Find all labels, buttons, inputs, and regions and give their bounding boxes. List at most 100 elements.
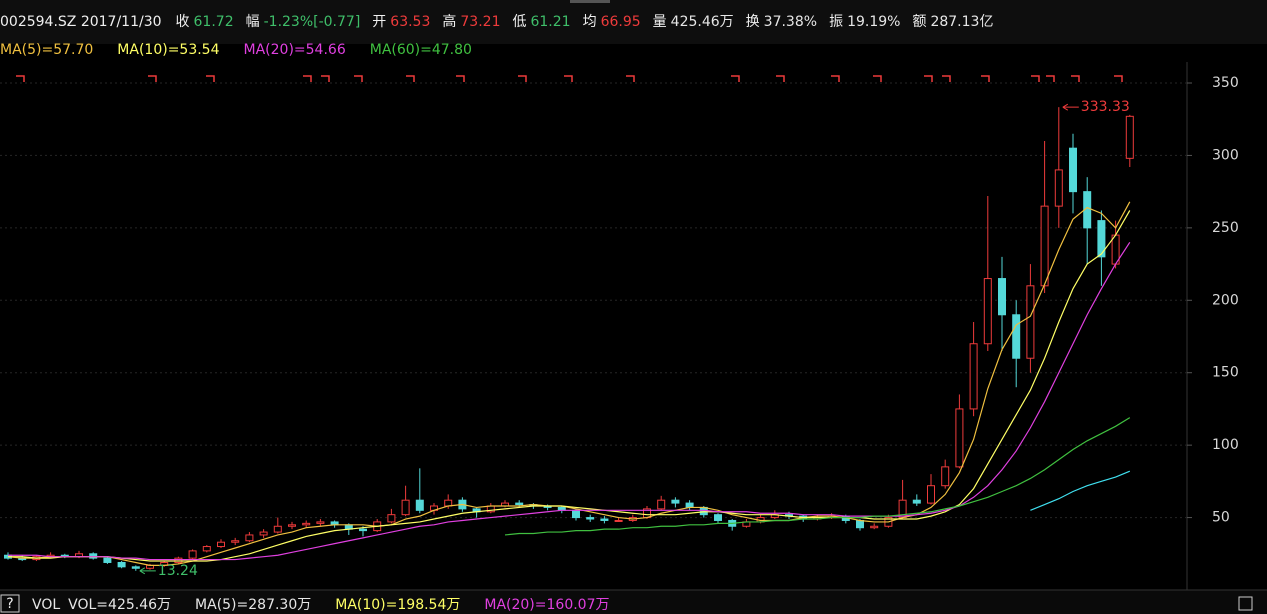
scroll-indicator — [570, 0, 610, 3]
event-flag — [564, 75, 573, 82]
candle-body — [1040, 205, 1049, 287]
candle-body — [89, 553, 98, 559]
candle-body — [316, 521, 325, 524]
volume-label: VOL — [32, 597, 60, 613]
annotation-arrow — [139, 567, 156, 575]
header-value: 63.53 — [390, 14, 430, 30]
y-tick-label: 350 — [1212, 75, 1239, 91]
event-flag — [406, 75, 415, 82]
event-flag — [321, 75, 330, 82]
event-flag — [626, 75, 635, 82]
y-tick-label: 50 — [1212, 510, 1230, 526]
candle-body — [998, 278, 1006, 316]
header-value: 425.46万 — [671, 14, 734, 30]
annotation-label: 13.24 — [158, 563, 198, 579]
candle-body — [217, 541, 225, 548]
candle-body — [983, 278, 992, 345]
header-label: 换 — [746, 13, 760, 30]
candle-body — [131, 566, 140, 569]
candle-body — [714, 514, 722, 521]
candle-body — [444, 499, 453, 507]
candle-body — [1026, 285, 1035, 359]
event-flag — [776, 75, 785, 82]
header-label: 幅 — [246, 14, 260, 30]
header-label: 高 — [442, 13, 456, 30]
candle-body — [657, 499, 666, 510]
y-tick-label: 250 — [1212, 220, 1239, 236]
volume-label: MA(20)=160.07万 — [484, 597, 609, 613]
legend-entry: MA(60)=47.80 — [370, 42, 472, 58]
volume-label: MA(5)=287.30万 — [195, 597, 311, 613]
event-flag — [731, 75, 740, 82]
ma-line — [8, 210, 1131, 562]
candle-body — [387, 514, 396, 523]
candle-body — [586, 517, 595, 520]
header-value: 61.21 — [530, 14, 570, 30]
candle-body — [941, 466, 950, 487]
volume-label: VOL=425.46万 — [68, 597, 171, 613]
event-flag — [981, 75, 990, 82]
annotation-arrow — [1062, 103, 1079, 111]
y-tick-label: 150 — [1212, 365, 1239, 381]
header-label: 量 — [653, 14, 667, 30]
maximize-button[interactable] — [1238, 596, 1253, 611]
ma-line — [7, 201, 1131, 566]
event-flag — [1046, 75, 1055, 82]
candle-body — [288, 524, 296, 527]
header-label: 振 — [829, 14, 843, 30]
y-tick-label: 200 — [1212, 292, 1239, 308]
legend-entry: MA(5)=57.70 — [0, 42, 93, 58]
candle-body — [415, 499, 424, 511]
header-value: 37.38% — [764, 14, 817, 30]
header-value: -1.23%[-0.77] — [264, 14, 361, 30]
help-icon[interactable]: ? — [6, 596, 13, 612]
help-box[interactable] — [0, 594, 20, 613]
candle-body — [103, 557, 112, 563]
event-flag — [1071, 75, 1080, 82]
header-label: 开 — [372, 14, 386, 30]
event-flag — [518, 75, 527, 82]
header-title: 002594.SZ 2017/11/30 — [0, 14, 162, 30]
header-bg — [0, 0, 1267, 44]
event-flag — [924, 75, 933, 82]
candle-body — [856, 519, 864, 529]
candle-body — [188, 550, 197, 559]
event-flag — [873, 75, 882, 82]
ma-line — [504, 417, 1131, 536]
event-flag — [456, 75, 465, 82]
candle-body — [955, 408, 964, 468]
event-flag — [942, 75, 951, 82]
candle-body — [927, 485, 935, 504]
legend-entry: MA(20)=54.66 — [244, 42, 346, 58]
header-value: 66.95 — [601, 14, 641, 30]
candle-body — [1125, 115, 1134, 159]
candle-body — [117, 561, 126, 568]
candle-body — [685, 502, 694, 508]
candle-body — [273, 525, 282, 533]
ma-line — [1030, 470, 1131, 511]
candle-body — [174, 557, 183, 563]
header-label: 均 — [583, 14, 597, 30]
ma-line — [8, 242, 1131, 561]
candle-body — [572, 509, 580, 519]
event-flag — [148, 75, 157, 82]
candle-body — [359, 528, 367, 532]
candle-body — [1097, 220, 1106, 258]
event-flag — [303, 75, 312, 82]
annotation-label: 333.33 — [1081, 99, 1130, 115]
y-tick-label: 100 — [1212, 437, 1239, 453]
header-label: 额 — [912, 14, 926, 30]
candle-body — [202, 546, 211, 552]
y-tick-label: 300 — [1212, 147, 1239, 163]
candle-body — [614, 519, 623, 522]
candle-body — [912, 499, 921, 504]
candle-body — [245, 534, 254, 542]
candle-body — [259, 531, 268, 536]
candle-body — [1069, 147, 1077, 193]
candle-body — [401, 499, 410, 516]
candle-body — [231, 540, 240, 543]
event-flag — [354, 75, 363, 82]
event-flag — [831, 75, 840, 82]
candle-body — [870, 525, 879, 529]
candle-body — [1054, 169, 1063, 207]
